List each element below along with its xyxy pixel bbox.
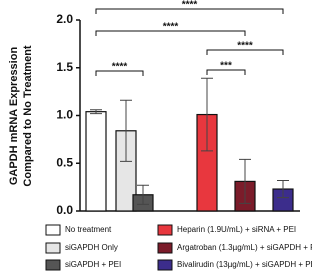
y-tick-label: 1.5 (56, 60, 73, 74)
legend-label: siGAPDH + PEI (65, 260, 121, 269)
legend-swatch (45, 242, 61, 254)
y-tick-label: 0.5 (56, 155, 73, 169)
legend-swatch (157, 259, 173, 271)
significance-label: **** (163, 22, 179, 33)
significance-label: **** (112, 62, 128, 73)
bar (85, 111, 107, 212)
significance-bracket (95, 30, 246, 36)
error-bar (201, 77, 213, 152)
error-bar (239, 158, 251, 204)
legend-label: Bivalirudin (13µg/mL) + siGAPDH + PEI (177, 260, 312, 269)
significance-bracket (206, 49, 284, 55)
legend-swatch (157, 242, 173, 254)
legend-swatch (45, 224, 61, 236)
y-axis-title: GAPDH mRNA Expression Compared to No Tre… (8, 45, 34, 187)
error-bar (90, 109, 102, 115)
legend-swatch (157, 224, 173, 236)
legend-label: siGAPDH Only (65, 243, 118, 252)
significance-label: *** (220, 61, 232, 72)
legend-label: No treatment (65, 225, 112, 234)
y-tick-label: 1.0 (56, 108, 73, 122)
legend-label: Heparin (1.9U/mL) + siRNA + PEI (177, 225, 296, 234)
error-bar (277, 179, 289, 199)
significance-label: **** (237, 41, 253, 52)
y-axis-title-line: GAPDH mRNA Expression (8, 47, 20, 186)
significance-bracket (95, 8, 284, 14)
significance-label: **** (182, 0, 198, 11)
y-tick-label: 0.0 (56, 203, 73, 217)
y-tick-label: 2.0 (56, 12, 73, 26)
legend-swatch (45, 259, 61, 271)
y-axis-title-line: Compared to No Treatment (22, 45, 34, 187)
error-bar (137, 184, 149, 205)
legend-label: Argatroban (1.3µg/mL) + siGAPDH + PEI (177, 243, 312, 252)
significance-bracket (95, 70, 144, 76)
significance-bracket (206, 69, 246, 75)
error-bar (120, 99, 132, 162)
chart: GAPDH mRNA Expression Compared to No Tre… (8, 0, 312, 271)
